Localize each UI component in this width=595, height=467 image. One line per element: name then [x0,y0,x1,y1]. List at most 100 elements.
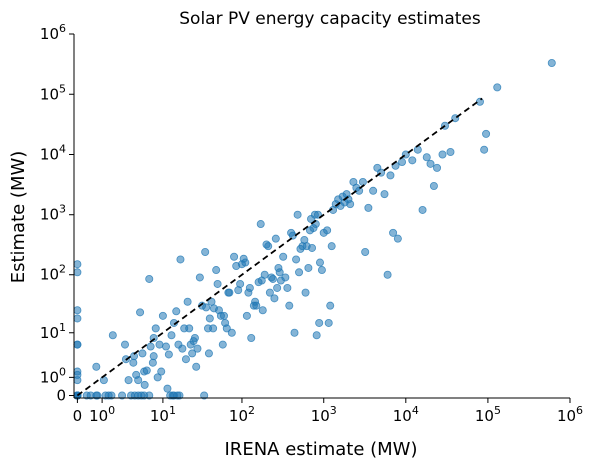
data-point [389,228,398,237]
data-point [315,258,324,267]
data-point [482,129,491,138]
data-point [73,260,82,269]
data-point [386,171,395,180]
data-point [429,181,438,190]
data-point [204,349,213,358]
data-point [324,318,333,327]
data-point [265,288,274,297]
data-point [107,391,116,400]
data-point [124,376,133,385]
data-point [164,350,173,359]
y-tick-label: 101 [40,321,66,342]
x-tick-label: 105 [475,404,501,425]
data-point [260,270,269,279]
data-point [120,340,129,349]
x-axis-label: IRENA estimate (MW) [225,439,418,460]
x-tick-label: 103 [311,404,337,425]
data-point [242,311,251,320]
data-point [219,311,228,320]
data-point [361,247,370,256]
y-tick-label: 104 [40,142,66,163]
x-tick-label: 106 [557,404,583,425]
data-point [275,268,284,277]
data-point [426,159,435,168]
data-point [108,331,117,340]
data-point [438,150,447,159]
data-point [355,186,364,195]
data-point [380,190,389,199]
data-point [264,242,273,251]
data-point [130,352,139,361]
data-point [313,210,322,219]
data-point [383,270,392,279]
x-tick-label: 100 [89,404,115,425]
data-point [346,200,355,209]
data-point [480,145,489,154]
data-point [304,263,313,272]
data-point [323,226,332,235]
data-point [283,283,292,292]
data-point [167,331,176,340]
data-point [317,266,326,275]
data-point [190,334,199,343]
data-point [145,274,154,283]
x-axis-ticks: 0 100 101 102 103 104 105 106 [73,398,583,425]
y-tick-label: 105 [40,82,66,103]
data-point [230,252,239,261]
data-point [73,306,82,315]
data-point [151,324,160,333]
data-point [252,301,261,310]
data-point [285,301,294,310]
data-point [446,148,455,157]
x-tick-label: 0 [73,407,83,425]
data-point [178,344,187,353]
chart-title: Solar PV energy capacity estimates [179,9,481,29]
y-axis-label: Estimate (MW) [8,151,29,284]
points-layer [73,59,556,400]
data-point [227,328,236,337]
data-point [146,342,155,351]
data-point [413,145,422,154]
data-point [193,344,202,353]
data-point [256,220,265,229]
data-point [181,355,190,364]
data-point [292,255,301,264]
data-point [73,340,82,349]
data-point [281,273,290,282]
y-tick-label: 106 [40,22,66,43]
data-point [157,367,166,376]
data-point [393,234,402,243]
data-point [205,314,214,323]
data-point [202,303,211,312]
y-tick-label: 100 [40,365,66,386]
data-point [163,384,172,393]
data-point [192,362,201,371]
data-point [136,308,145,317]
data-point [188,349,197,358]
data-point [73,376,82,385]
data-point [258,306,267,315]
y-tick-label: 102 [40,263,66,284]
data-point [312,331,321,340]
data-point [268,274,277,283]
data-point [201,247,210,256]
data-point [149,352,158,361]
data-point [245,283,254,292]
data-point [134,376,143,385]
data-point [99,376,108,385]
data-point [422,153,431,162]
data-point [161,342,170,351]
data-point [158,311,167,320]
data-point [213,279,222,288]
data-point [93,391,102,400]
y-tick-label: 103 [40,203,66,224]
data-point [295,268,304,277]
data-point [236,279,245,288]
reference-line [76,97,483,397]
data-point [200,391,209,400]
data-point [279,252,288,261]
data-point [153,373,162,382]
data-point [433,163,442,172]
data-point [172,307,181,316]
